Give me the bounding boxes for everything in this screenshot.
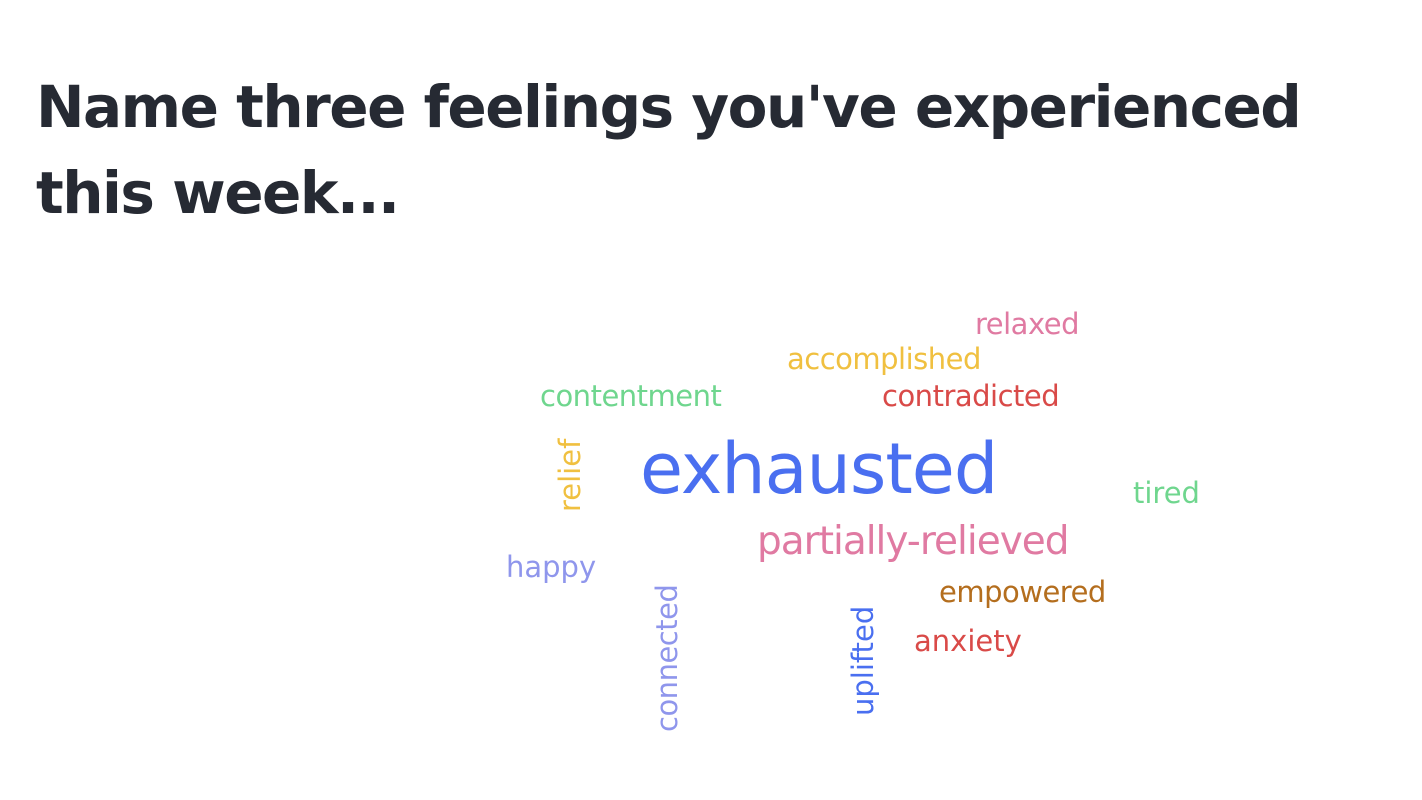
word-contradicted: contradicted: [882, 379, 1060, 413]
word-partially-relieved: partially-relieved: [757, 519, 1070, 564]
word-uplifted: uplifted: [846, 605, 880, 716]
word-empowered: empowered: [939, 575, 1106, 609]
word-anxiety: anxiety: [914, 624, 1022, 658]
word-tired: tired: [1133, 476, 1200, 510]
word-accomplished: accomplished: [787, 342, 981, 376]
word-happy: happy: [506, 550, 597, 584]
question-title: Name three feelings you've experienced t…: [36, 73, 1302, 227]
word-relief: relief: [553, 438, 587, 512]
word-contentment: contentment: [540, 379, 722, 413]
word-relaxed: relaxed: [975, 307, 1079, 341]
word-connected: connected: [650, 584, 684, 732]
word-exhausted: exhausted: [640, 428, 998, 510]
